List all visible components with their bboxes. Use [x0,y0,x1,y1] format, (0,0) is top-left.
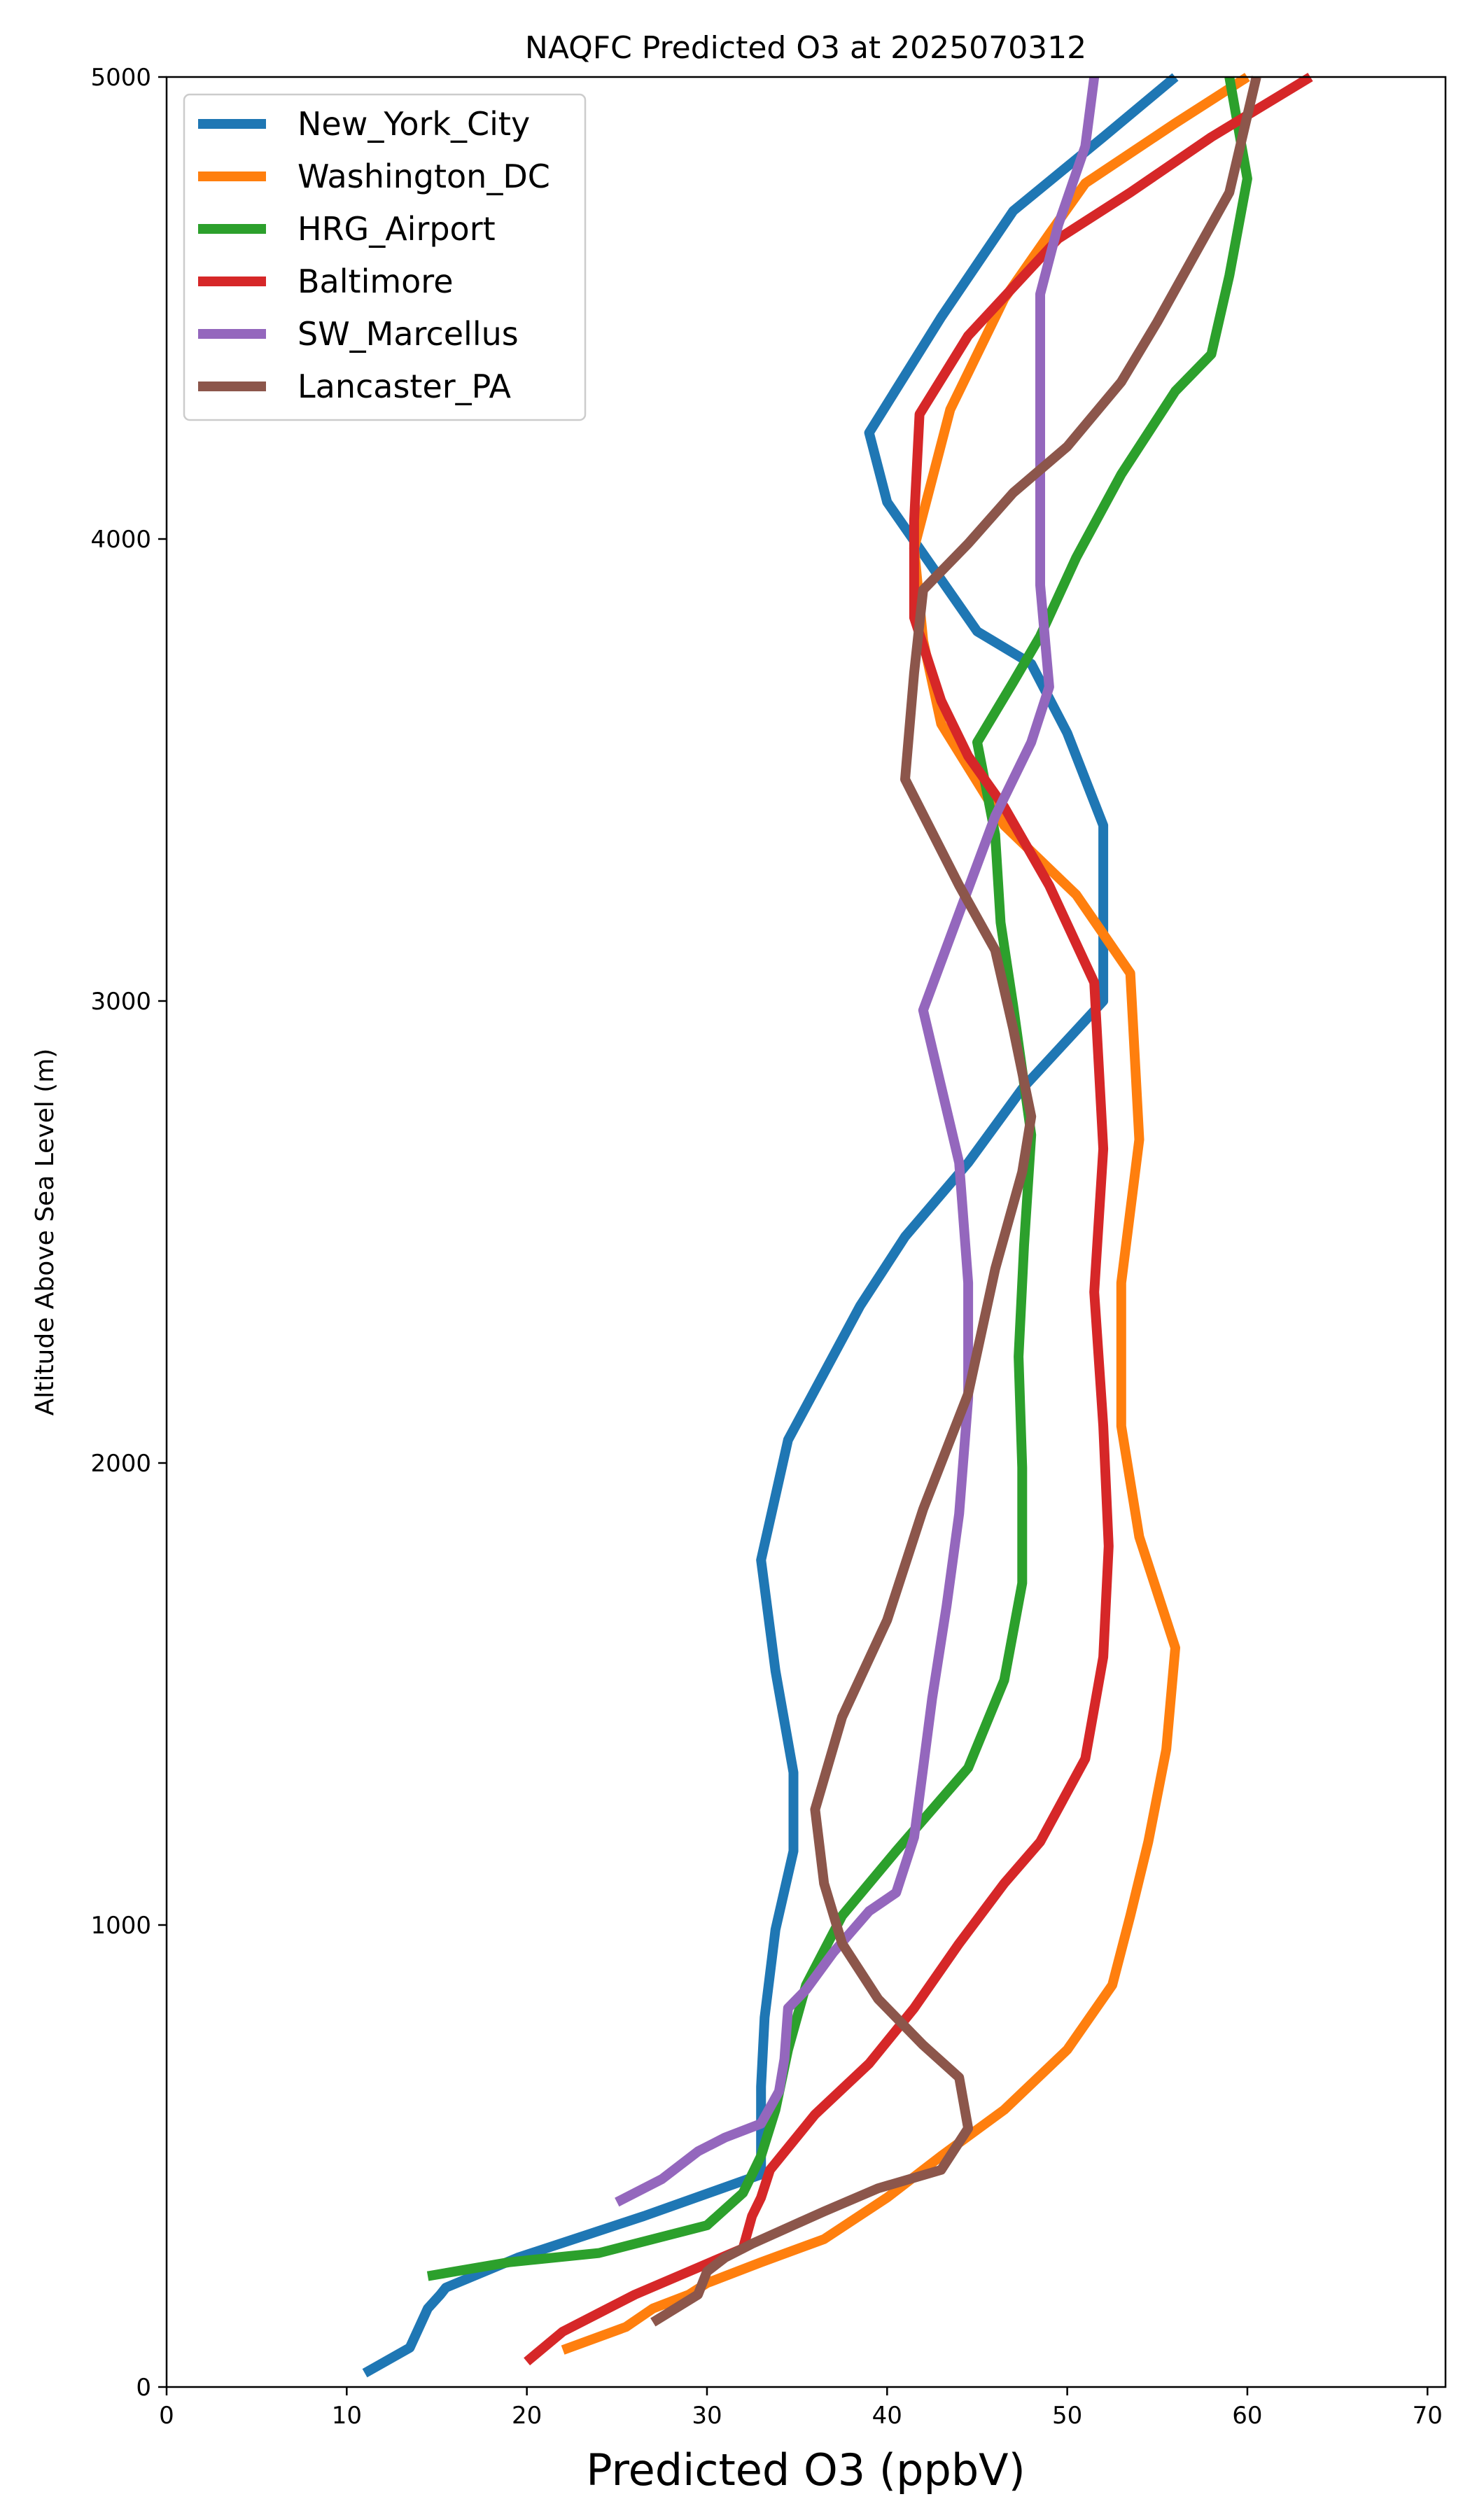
y-tick-label: 4000 [90,526,151,554]
series-line-baltimore [524,73,1313,2366]
plot-area [165,73,1447,2388]
x-tick-label: 40 [872,2402,902,2430]
y-axis: 0 1000 2000 3000 4000 5000 [90,64,167,2402]
plot-frame [165,76,1447,2388]
x-tick-label: 20 [512,2402,542,2430]
series-layer [362,73,1313,2378]
legend-label: New_York_City [298,105,530,143]
legend-label: Washington_DC [298,158,550,195]
x-tick-label: 30 [692,2402,722,2430]
series-line-lancaster-pa [650,76,1261,2327]
legend-label: Baltimore [298,262,454,300]
x-tick-label: 50 [1052,2402,1082,2430]
x-axis-label: Predicted O3 (ppbV) [586,2444,1026,2496]
legend-box [183,93,587,421]
chart-title: NAQFC Predicted O3 at 2025070312 [525,30,1086,66]
legend: New_York_City Washington_DC HRG_Airport Bal… [183,93,587,421]
x-tick-label: 10 [332,2402,362,2430]
y-tick-label: 2000 [90,1450,151,1478]
y-tick-label: 3000 [90,988,151,1016]
series-line-sw-marcellus [615,76,1100,2207]
series-line-washington-dc [561,73,1250,2355]
legend-label: SW_Marcellus [298,315,519,353]
legend-label: Lancaster_PA [298,368,511,405]
y-tick-label: 0 [136,2374,151,2402]
series-line-hrg-airport [426,76,1252,2281]
x-axis: 0 10 20 30 40 50 60 70 [159,2387,1443,2430]
legend-label: HRG_Airport [298,210,496,248]
x-tick-label: 0 [159,2402,174,2430]
y-tick-label: 5000 [90,64,151,92]
y-axis-label: Altitude Above Sea Level (m) [31,1049,59,1416]
x-tick-label: 60 [1232,2402,1262,2430]
x-tick-label: 70 [1413,2402,1443,2430]
y-tick-label: 1000 [90,1912,151,1940]
series-line-new-york-city [362,73,1179,2378]
